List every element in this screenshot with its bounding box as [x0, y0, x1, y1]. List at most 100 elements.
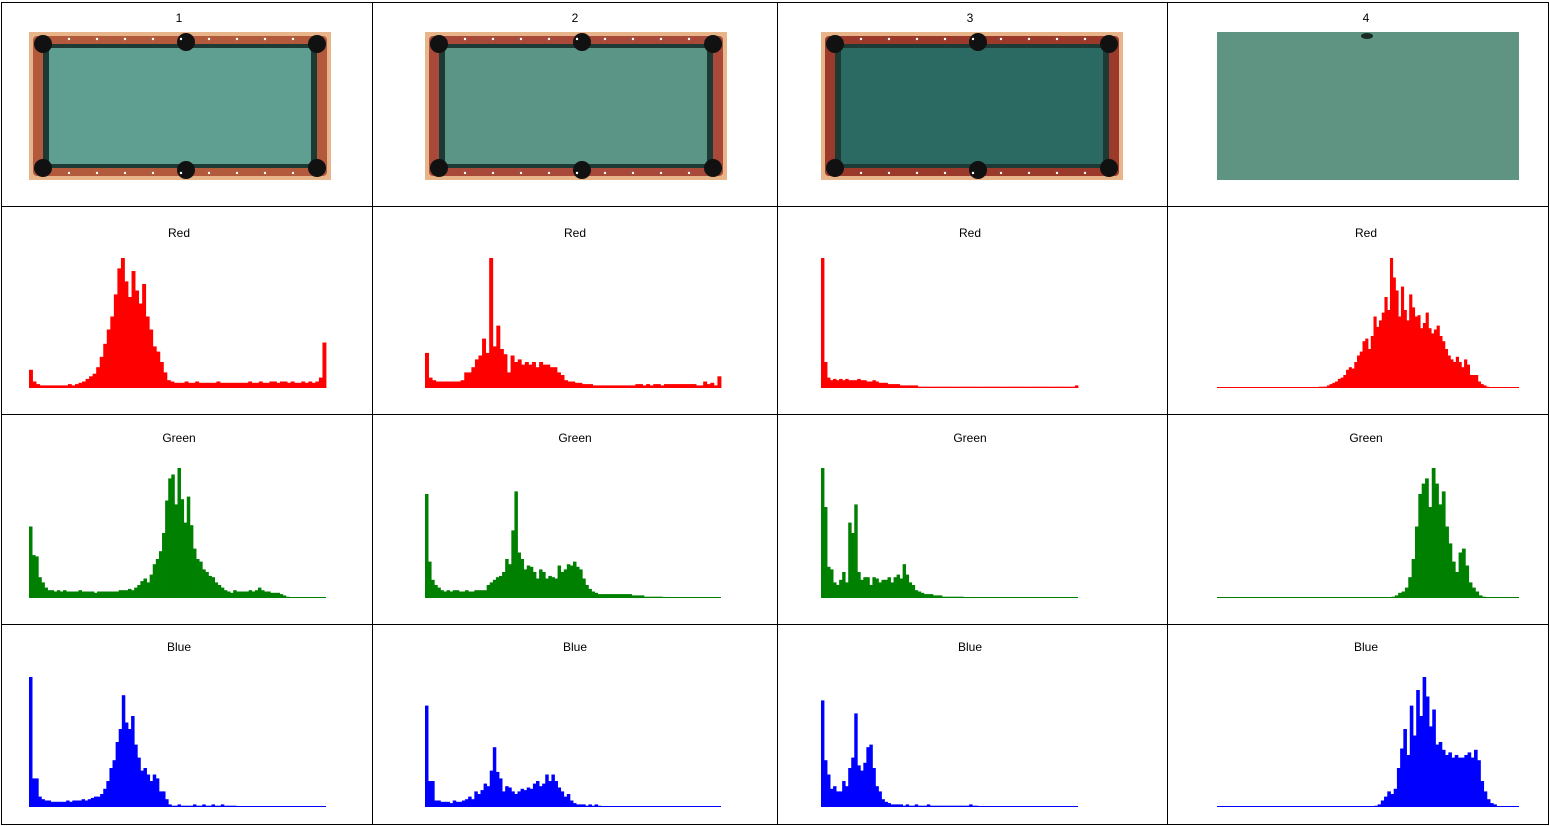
histogram-bar: [318, 377, 323, 388]
histogram-bar: [857, 572, 861, 598]
histogram-bar: [186, 496, 191, 598]
histogram-bar: [887, 803, 891, 807]
histogram-bar: [560, 572, 565, 598]
histogram-bar: [869, 744, 873, 807]
histogram-bar: [887, 577, 891, 598]
histogram-bar: [536, 578, 540, 598]
histogram-bar: [50, 385, 55, 388]
histogram-bar: [121, 590, 126, 598]
histogram-bar: [50, 801, 55, 807]
histogram-bar: [1436, 325, 1440, 388]
histogram-bar: [502, 572, 506, 598]
histogram-bar: [1421, 483, 1426, 598]
histogram-bar: [1477, 381, 1481, 388]
histogram-bar: [158, 551, 163, 598]
histogram-bar: [842, 572, 846, 598]
histogram-green-1: [29, 468, 326, 598]
rail-diamond: [519, 171, 523, 175]
histogram-bar: [198, 382, 203, 388]
histogram-bar: [482, 338, 487, 388]
histogram-bar: [554, 578, 558, 598]
histogram-bar: [529, 788, 534, 807]
histogram-bar: [492, 747, 497, 807]
histogram-bar: [532, 783, 537, 807]
histogram-bar: [625, 594, 629, 598]
histogram-bar: [836, 585, 840, 598]
histogram-bar: [477, 590, 481, 598]
histogram-bar: [149, 329, 154, 388]
histogram-bar: [1400, 748, 1404, 807]
histogram-bar: [1346, 369, 1350, 388]
histogram-bar: [97, 591, 101, 598]
histogram-bar: [458, 591, 463, 598]
histogram-bar: [96, 367, 101, 388]
histogram-bar: [446, 590, 451, 598]
rail-diamond: [547, 37, 551, 41]
histogram-bar: [294, 382, 299, 388]
histogram-bar: [248, 590, 253, 598]
histogram-bar: [1422, 677, 1427, 807]
histogram-bar: [208, 575, 212, 598]
histogram-bar: [872, 380, 876, 388]
histogram-bar: [41, 582, 45, 598]
rail-diamond: [291, 171, 295, 175]
histogram-bar: [579, 569, 583, 598]
grid-vertical-line: [777, 2, 778, 825]
histogram-bar: [202, 382, 207, 388]
rail-diamond: [859, 171, 863, 175]
table-pocket: [1100, 35, 1118, 53]
grid-horizontal-line: [1, 824, 1549, 825]
histogram-bar: [181, 382, 185, 388]
histogram-bar: [128, 588, 132, 598]
histogram-bar: [833, 582, 837, 598]
histogram-bar: [257, 587, 262, 598]
histogram-bar: [685, 384, 690, 388]
table-pocket: [826, 159, 844, 177]
histogram-bar: [511, 530, 515, 598]
histogram-bar: [1420, 328, 1424, 388]
histogram-bar: [510, 355, 515, 388]
rail-diamond: [1055, 37, 1059, 41]
table-pocket: [826, 35, 844, 53]
histogram-bar: [839, 378, 843, 388]
histogram-bar: [495, 577, 500, 598]
rail-diamond: [179, 171, 183, 175]
histogram-bar: [47, 590, 52, 598]
rail-diamond: [95, 171, 99, 175]
histogram-bar: [477, 794, 481, 807]
histogram-bar: [896, 804, 901, 807]
histogram-bar: [1411, 559, 1416, 598]
histogram-bar: [78, 382, 83, 388]
table-pocket: [430, 35, 448, 53]
histogram-bar: [1455, 356, 1459, 388]
histogram-bar: [863, 577, 867, 598]
histogram-bar: [134, 587, 138, 598]
histogram-bar: [159, 362, 164, 388]
histogram-bar: [440, 801, 444, 807]
histogram-bar: [138, 303, 143, 388]
histogram-bar: [932, 595, 937, 598]
histogram-bar: [97, 796, 101, 807]
histogram-bar: [219, 382, 224, 388]
table-pocket: [1361, 33, 1373, 39]
histogram-title: Green: [162, 431, 196, 445]
histogram-bar: [443, 591, 447, 598]
histogram-bar: [56, 801, 61, 807]
histogram-bar: [1390, 794, 1395, 807]
histogram-bar: [297, 382, 302, 388]
histogram-bar: [857, 765, 861, 807]
rail-diamond: [1083, 171, 1087, 175]
histogram-bar: [202, 804, 206, 807]
histogram-bar: [1401, 591, 1406, 598]
histogram-bar: [851, 757, 855, 807]
histogram-bar: [1451, 757, 1456, 807]
histogram-bar: [1417, 315, 1421, 388]
histogram-bar: [571, 381, 576, 388]
histogram-bar: [72, 591, 76, 598]
histogram-bar: [678, 384, 683, 388]
histogram-bar: [87, 799, 92, 807]
felt-surface: [1217, 32, 1519, 180]
histogram-title: Blue: [166, 640, 192, 654]
histogram-bar: [44, 800, 48, 807]
